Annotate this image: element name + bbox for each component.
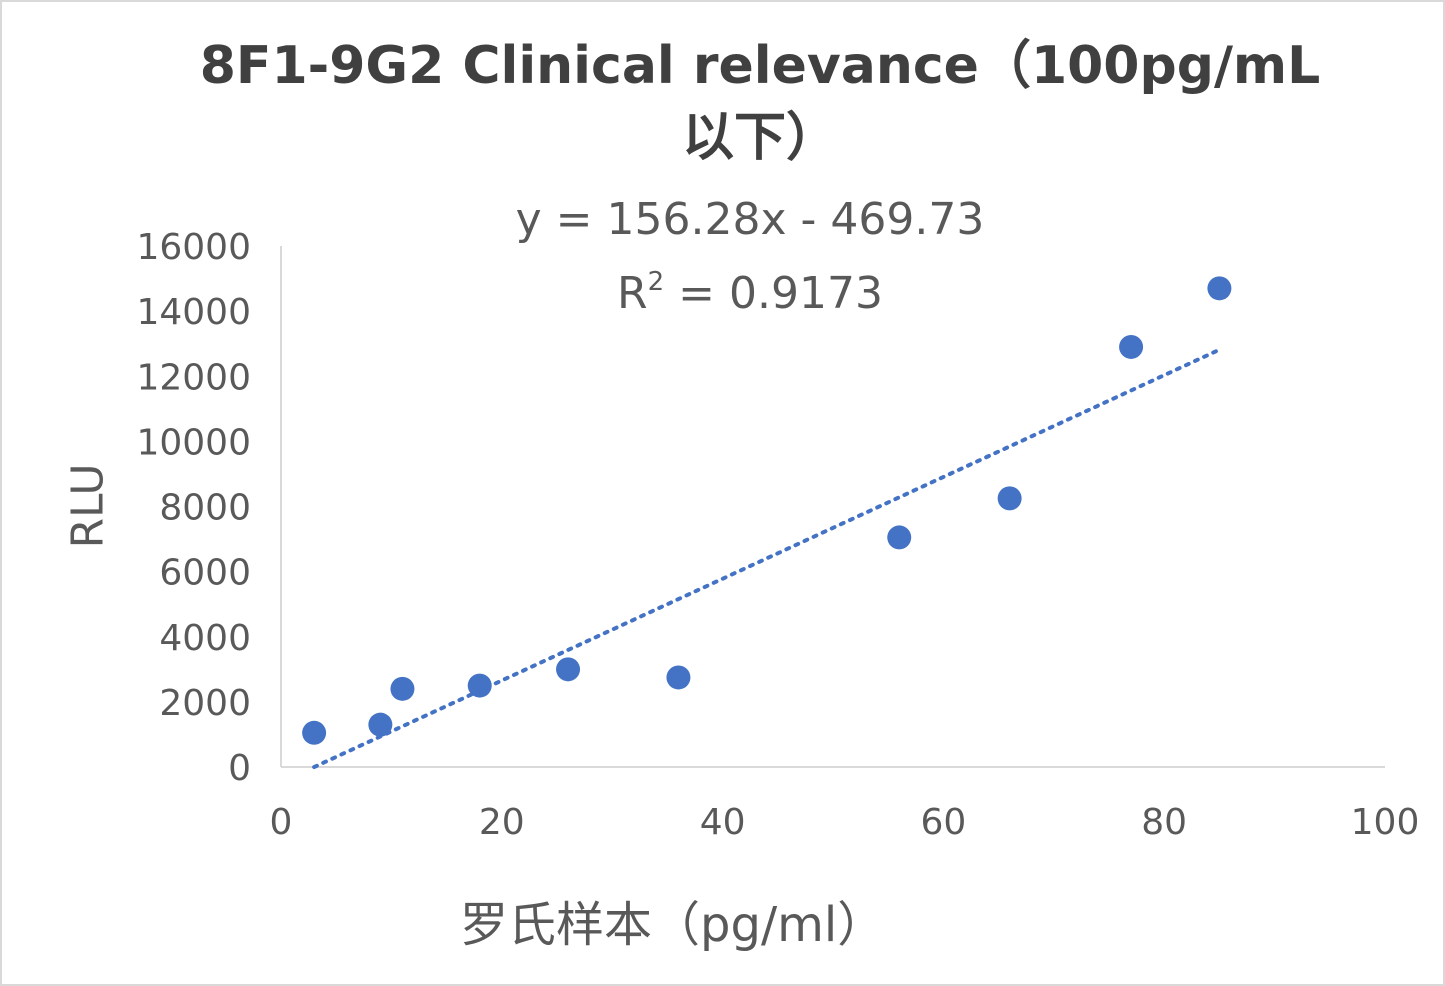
x-tick-label: 20 [479, 802, 525, 843]
r2-superscript: 2 [647, 267, 665, 297]
y-tick-label: 16000 [136, 227, 251, 268]
chart-title-line1: 8F1-9G2 Clinical relevance（100pg/mL [199, 36, 1321, 96]
y-tick-label: 2000 [159, 683, 251, 724]
data-point [887, 525, 912, 550]
data-point [467, 673, 492, 698]
data-point [1207, 276, 1232, 301]
y-tick-label: 0 [228, 748, 251, 789]
x-tick-label: 80 [1141, 802, 1187, 843]
trendline-equation: y = 156.28x - 469.73 [515, 194, 985, 245]
y-tick-label: 14000 [136, 292, 251, 333]
x-tick-label: 60 [920, 802, 966, 843]
trendline-r-squared: R2 = 0.9173 [450, 254, 1050, 322]
x-tick-label: 40 [700, 802, 746, 843]
y-tick-labels: 0 2000 4000 6000 8000 10000 12000 14000 16000 [136, 227, 251, 789]
y-tick-label: 10000 [136, 422, 251, 463]
data-point [666, 665, 691, 690]
x-tick-label: 0 [270, 802, 293, 843]
x-axis-label: 罗氏样本（pg/ml） [460, 897, 886, 953]
data-point [390, 676, 415, 701]
y-tick-label: 6000 [159, 553, 251, 594]
trendline [312, 347, 1222, 770]
data-point [302, 720, 327, 745]
x-tick-label: 100 [1351, 802, 1420, 843]
x-tick-labels: 0 20 40 60 80 100 [270, 802, 1420, 843]
r2-prefix: R [617, 268, 648, 319]
data-point [1119, 334, 1144, 359]
data-point [368, 712, 393, 737]
data-points [302, 276, 1232, 745]
y-tick-label: 12000 [136, 357, 251, 398]
chart-title-line2: 以下） [681, 108, 838, 168]
data-point [556, 657, 581, 682]
r2-value: = 0.9173 [664, 268, 883, 319]
y-tick-label: 4000 [159, 618, 251, 659]
y-tick-label: 8000 [159, 488, 251, 529]
data-point [997, 486, 1022, 511]
